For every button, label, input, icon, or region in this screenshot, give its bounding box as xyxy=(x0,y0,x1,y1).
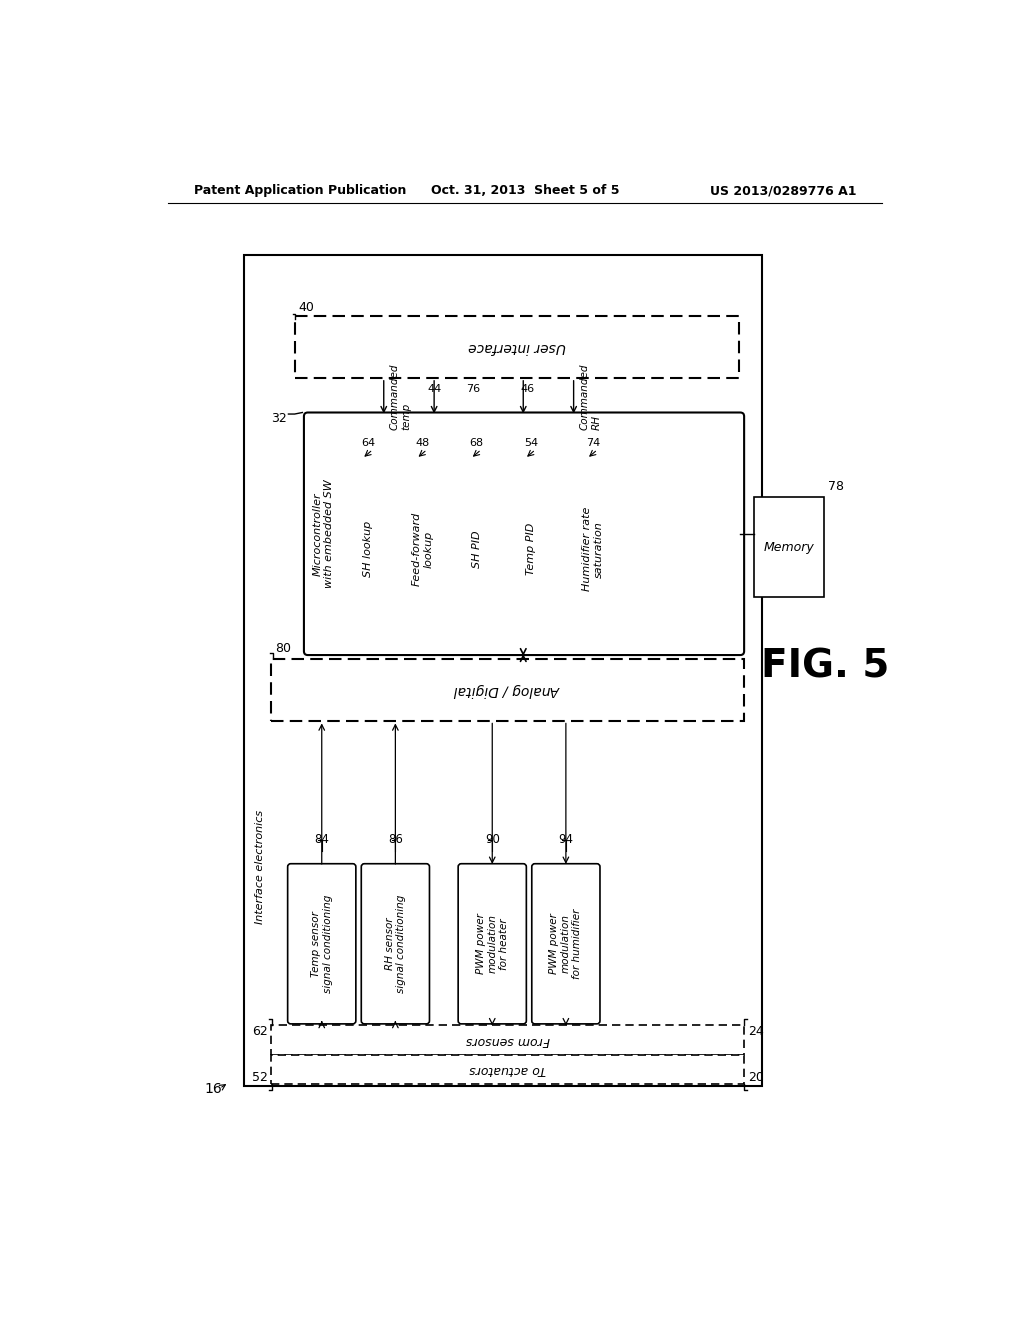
Text: US 2013/0289776 A1: US 2013/0289776 A1 xyxy=(710,185,856,197)
Text: 48: 48 xyxy=(416,438,430,449)
FancyBboxPatch shape xyxy=(245,255,762,1086)
Text: Commanded
RH: Commanded RH xyxy=(580,364,601,430)
Text: 46: 46 xyxy=(520,384,535,393)
Text: 84: 84 xyxy=(314,833,329,846)
Text: 68: 68 xyxy=(470,438,483,449)
Text: RH sensor
signal conditioning: RH sensor signal conditioning xyxy=(385,895,407,993)
Text: Analog / Digital: Analog / Digital xyxy=(455,682,561,697)
Text: Temp PID: Temp PID xyxy=(526,523,536,576)
FancyBboxPatch shape xyxy=(271,1055,744,1084)
Text: 94: 94 xyxy=(558,833,573,846)
Text: 64: 64 xyxy=(361,438,376,449)
Text: 76: 76 xyxy=(466,384,480,393)
Text: 80: 80 xyxy=(275,642,291,655)
Text: SH PID: SH PID xyxy=(472,531,481,568)
FancyBboxPatch shape xyxy=(295,317,738,378)
Text: Patent Application Publication: Patent Application Publication xyxy=(194,185,407,197)
Text: Memory: Memory xyxy=(764,541,814,554)
FancyBboxPatch shape xyxy=(271,659,744,721)
FancyBboxPatch shape xyxy=(531,863,600,1024)
Text: 54: 54 xyxy=(524,438,538,449)
FancyBboxPatch shape xyxy=(288,863,356,1024)
Text: 16: 16 xyxy=(205,1081,222,1096)
FancyBboxPatch shape xyxy=(361,863,429,1024)
Text: PWM power
modulation
for humidifier: PWM power modulation for humidifier xyxy=(549,908,583,979)
Text: SH lookup: SH lookup xyxy=(364,521,374,577)
Text: 44: 44 xyxy=(427,384,441,393)
Text: Temp sensor
signal conditioning: Temp sensor signal conditioning xyxy=(311,895,333,993)
Text: Feed-forward
lookup: Feed-forward lookup xyxy=(412,512,433,586)
FancyBboxPatch shape xyxy=(304,412,744,655)
Text: 20: 20 xyxy=(748,1071,764,1084)
Text: Commanded
temp: Commanded temp xyxy=(390,364,412,430)
Text: 90: 90 xyxy=(484,833,500,846)
Text: From sensors: From sensors xyxy=(466,1034,550,1047)
Text: 74: 74 xyxy=(586,438,600,449)
Text: FIG. 5: FIG. 5 xyxy=(761,648,890,685)
Text: To actuators: To actuators xyxy=(469,1063,546,1076)
Text: User interface: User interface xyxy=(468,341,565,354)
Text: 52: 52 xyxy=(252,1071,267,1084)
FancyBboxPatch shape xyxy=(755,498,824,598)
Text: 24: 24 xyxy=(748,1026,764,1039)
Text: 86: 86 xyxy=(388,833,402,846)
Text: Oct. 31, 2013  Sheet 5 of 5: Oct. 31, 2013 Sheet 5 of 5 xyxy=(430,185,620,197)
Text: Interface electronics: Interface electronics xyxy=(255,809,265,924)
Text: Microcontroller
with embedded SW: Microcontroller with embedded SW xyxy=(312,479,334,589)
Text: 32: 32 xyxy=(271,412,287,425)
Text: Humidifier rate
saturation: Humidifier rate saturation xyxy=(583,507,604,591)
Text: 78: 78 xyxy=(827,480,844,494)
Text: 40: 40 xyxy=(299,301,314,314)
FancyBboxPatch shape xyxy=(271,1026,744,1055)
Text: 62: 62 xyxy=(252,1026,267,1039)
Text: PWM power
modulation
for heater: PWM power modulation for heater xyxy=(476,913,509,974)
FancyBboxPatch shape xyxy=(458,863,526,1024)
